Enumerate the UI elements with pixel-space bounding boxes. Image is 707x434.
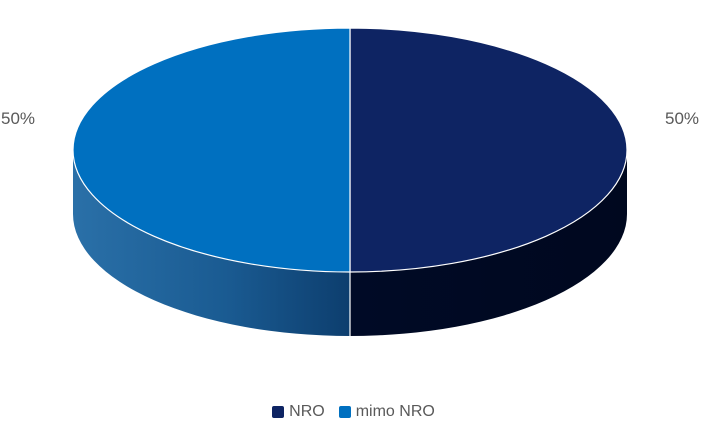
legend-label-nro: NRO [289,403,325,420]
pie-slice-nro [349,27,628,273]
data-label-nro: 50% [665,109,699,128]
legend-label-mimo-nro: mimo NRO [355,403,435,420]
legend-item-mimo-nro: mimo NRO [338,403,435,421]
pie-side-mimo-nro [73,150,350,336]
data-label-mimo-nro: 50% [1,109,35,128]
legend-swatch-nro [272,406,285,418]
pie-side-nro [350,150,627,336]
legend-item-nro: NRO [272,403,325,421]
legend-swatch-mimo-nro [338,406,351,418]
pie-slice-mimo-nro [72,27,351,273]
legend: NRO mimo NRO [0,403,707,421]
